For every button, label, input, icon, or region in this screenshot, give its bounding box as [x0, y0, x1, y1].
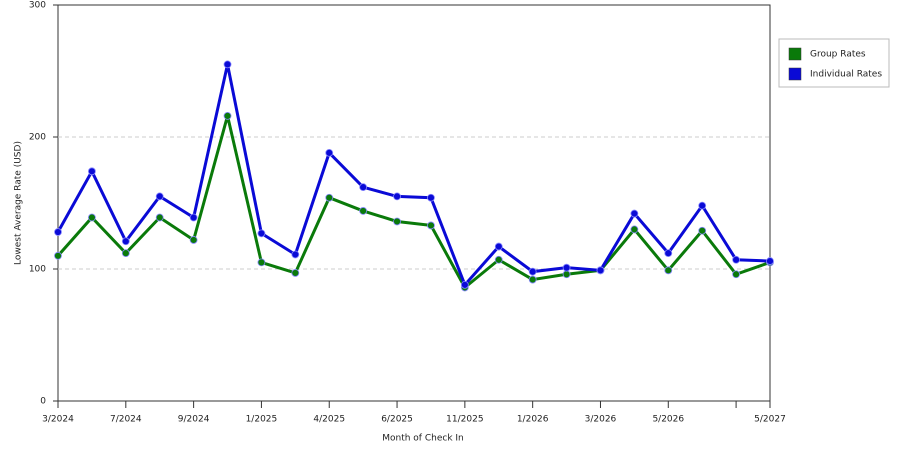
- data-point: [223, 111, 232, 120]
- data-point: [698, 226, 707, 235]
- x-tick-label: 1/2026: [517, 415, 549, 425]
- x-tick-label: 5/2026: [652, 415, 684, 425]
- data-point: [325, 193, 334, 202]
- x-tick-label: 3/2024: [42, 415, 74, 425]
- data-point: [291, 250, 300, 259]
- legend-label: Group Rates: [810, 50, 866, 60]
- data-point: [528, 275, 537, 284]
- data-point: [427, 193, 435, 202]
- data-point: [325, 148, 334, 157]
- data-point: [155, 213, 164, 222]
- data-point: [596, 266, 605, 275]
- data-point: [189, 236, 198, 244]
- data-point: [291, 269, 300, 277]
- x-tick-label: 11/2025: [446, 415, 483, 425]
- data-point: [257, 229, 266, 238]
- series-line: [56, 115, 771, 290]
- data-point: [494, 242, 503, 251]
- data-point: [427, 221, 435, 230]
- data-point: [562, 270, 571, 279]
- data-point: [88, 213, 96, 222]
- data-point: [630, 209, 639, 218]
- y-tick-label: 300: [29, 1, 46, 11]
- data-point: [664, 266, 673, 275]
- x-tick-label: 4/2025: [313, 415, 345, 425]
- legend-swatch: [788, 67, 802, 81]
- x-axis-label: Month of Check In: [382, 434, 464, 444]
- x-tick-label: 1/2025: [246, 415, 278, 425]
- x-tick-label: 7/2024: [110, 415, 142, 425]
- data-point: [54, 251, 62, 260]
- data-point: [393, 192, 401, 201]
- data-point: [766, 257, 774, 265]
- data-point: [359, 207, 368, 215]
- x-tick-label: 3/2026: [585, 415, 617, 425]
- series-line: [56, 64, 771, 288]
- legend-label: Individual Rates: [810, 70, 882, 80]
- data-point: [698, 201, 707, 210]
- data-point: [223, 60, 232, 69]
- data-point: [460, 280, 469, 289]
- data-point: [155, 192, 164, 201]
- data-point: [54, 228, 62, 236]
- data-point: [121, 237, 130, 246]
- data-point: [189, 213, 198, 222]
- data-point: [359, 183, 368, 192]
- y-tick-label: 0: [40, 397, 46, 407]
- plot-frame: [57, 4, 771, 402]
- data-point: [494, 255, 503, 264]
- data-point: [528, 267, 537, 276]
- data-point: [732, 270, 740, 279]
- legend-swatch: [788, 47, 802, 61]
- data-point: [562, 263, 571, 272]
- y-tick-label: 100: [29, 265, 46, 275]
- x-tick-label: 9/2024: [178, 415, 210, 425]
- data-point: [732, 255, 740, 264]
- data-point: [664, 249, 673, 258]
- data-point: [88, 167, 96, 176]
- x-tick-label: 6/2025: [381, 415, 413, 425]
- data-point: [257, 258, 266, 267]
- data-point: [393, 217, 401, 226]
- y-tick-label: 200: [29, 133, 46, 143]
- data-point: [630, 225, 639, 234]
- y-axis-label: Lowest Average Rate (USD): [14, 141, 24, 265]
- data-point: [121, 249, 130, 258]
- x-tick-label: 5/2027: [754, 415, 786, 425]
